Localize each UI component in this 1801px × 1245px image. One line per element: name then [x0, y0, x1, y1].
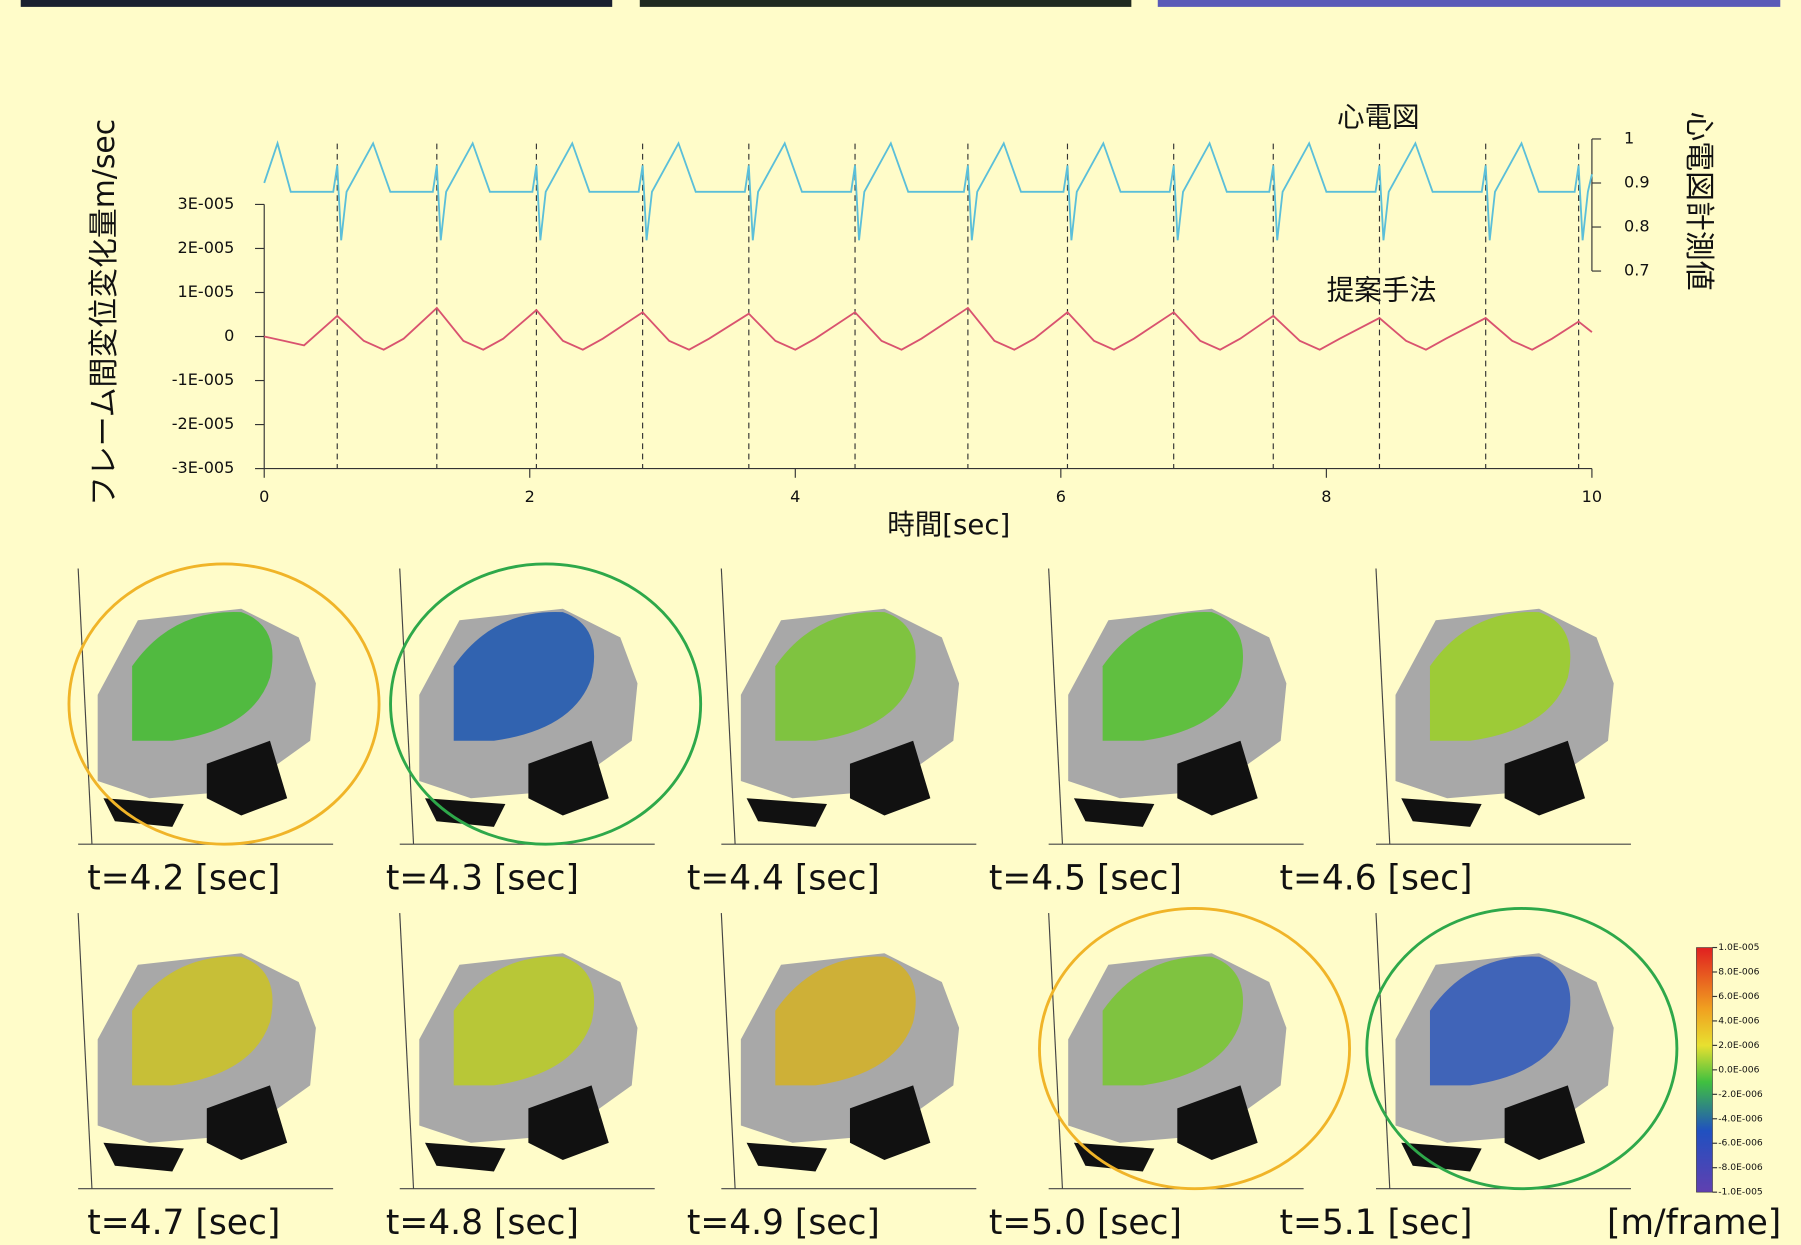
colorbar-unit: [m/frame] [1607, 1203, 1781, 1243]
heart-shadow [103, 1085, 288, 1172]
heart-shadow [1073, 740, 1258, 827]
x-axis-label: 時間[sec] [887, 509, 1010, 541]
displacement-map [453, 611, 595, 741]
displacement-map [132, 956, 273, 1086]
panel [77, 913, 334, 1190]
x-tick-label: 10 [1582, 487, 1602, 506]
top-strip [1157, 0, 1781, 7]
x-tick-label: 2 [525, 487, 535, 506]
panel [720, 913, 977, 1190]
colorbar-label: 8.0E-006 [1718, 966, 1759, 977]
panel-caption: t=5.0 [sec] [989, 1203, 1182, 1243]
colorbar-label: 0.0E-006 [1718, 1064, 1759, 1075]
series-line [263, 140, 1593, 241]
heart-shadow [425, 740, 609, 827]
displacement-map [775, 956, 916, 1086]
panel [399, 913, 655, 1190]
panel [1038, 907, 1352, 1191]
colorbar [1696, 947, 1713, 1193]
heart-shadow [1401, 740, 1586, 827]
panel [67, 562, 381, 846]
x-tick-label: 0 [259, 487, 269, 506]
highlight-ring [1038, 907, 1352, 1191]
colorbar-label: 4.0E-006 [1718, 1015, 1759, 1026]
panel-caption: t=4.6 [sec] [1279, 858, 1472, 898]
colorbar-label: -1.0E-005 [1718, 1187, 1763, 1198]
heart-shadow [1401, 1085, 1586, 1172]
panel-axis [1048, 913, 1064, 1189]
colorbar-label: -8.0E-006 [1718, 1162, 1763, 1173]
highlight-ring [389, 562, 703, 846]
colorbar-label: -6.0E-006 [1718, 1138, 1763, 1149]
y-tick-label: 2E-005 [178, 238, 235, 257]
panel [389, 562, 703, 846]
y-axis-label: フレーム間変位変化量m/sec [87, 119, 122, 506]
displacement-map [1102, 956, 1244, 1086]
panel-caption: t=4.7 [sec] [87, 1203, 280, 1243]
panel-axis [1375, 568, 1391, 845]
colorbar-label: 6.0E-006 [1718, 991, 1759, 1002]
panel-caption: t=5.1 [sec] [1279, 1203, 1472, 1243]
top-strip [20, 0, 613, 7]
panel-axis [399, 568, 415, 845]
panel-axis [77, 568, 93, 845]
y-tick-label: -1E-005 [172, 370, 235, 389]
y-tick-label: 3E-005 [178, 194, 235, 213]
series-line [264, 306, 1593, 351]
x-tick-label: 4 [790, 487, 800, 506]
colorbar-label: -2.0E-006 [1718, 1089, 1763, 1100]
panel [1048, 568, 1304, 845]
panel-caption: t=4.5 [sec] [989, 858, 1182, 898]
y-tick-label: -2E-005 [172, 414, 235, 433]
y2-tick-label: 0.7 [1624, 261, 1650, 280]
heart-shadow [425, 1085, 609, 1172]
heart-shadow [1073, 1085, 1258, 1172]
highlight-ring [67, 562, 381, 846]
panel-axis [720, 913, 736, 1189]
displacement-map [132, 611, 273, 741]
y-tick-label: -3E-005 [172, 458, 235, 477]
panel-caption: t=4.8 [sec] [386, 1203, 579, 1243]
panel-axis [77, 913, 93, 1189]
panel-axis [1048, 568, 1064, 845]
series-label: 心電図 [1337, 101, 1420, 133]
colorbar-label: -4.0E-006 [1718, 1113, 1763, 1124]
y2-axis-label: 心電図計測値 [1681, 111, 1716, 290]
y2-tick-label: 0.8 [1624, 217, 1650, 236]
displacement-map [1429, 611, 1571, 741]
heart-shadow [746, 740, 931, 827]
y-tick-label: 1E-005 [178, 282, 235, 301]
panel-caption: t=4.9 [sec] [687, 1203, 880, 1243]
displacement-map [1429, 956, 1571, 1086]
series-label: 提案手法 [1327, 275, 1437, 307]
highlight-ring [1365, 907, 1679, 1191]
panel [1365, 907, 1679, 1191]
panel-axis [720, 568, 736, 845]
colorbar-label: 2.0E-006 [1718, 1040, 1759, 1051]
colorbar-label: 1.0E-005 [1718, 942, 1759, 953]
y-tick-label: 0 [224, 326, 234, 345]
panel-axis [1375, 913, 1391, 1189]
x-tick-label: 6 [1056, 487, 1066, 506]
displacement-map [1102, 611, 1244, 741]
x-tick-label: 8 [1321, 487, 1331, 506]
panel-caption: t=4.2 [sec] [87, 858, 280, 898]
panel-caption: t=4.4 [sec] [687, 858, 880, 898]
y2-tick-label: 0.9 [1624, 172, 1650, 191]
y2-tick-label: 1 [1624, 128, 1634, 147]
panel [1375, 568, 1631, 845]
displacement-map [453, 956, 595, 1086]
panel [720, 568, 977, 845]
panel-axis [399, 913, 415, 1189]
top-strip [639, 0, 1132, 7]
heart-shadow [746, 1085, 931, 1172]
panel-caption: t=4.3 [sec] [386, 858, 579, 898]
heart-shadow [103, 740, 288, 827]
displacement-map [775, 611, 916, 741]
